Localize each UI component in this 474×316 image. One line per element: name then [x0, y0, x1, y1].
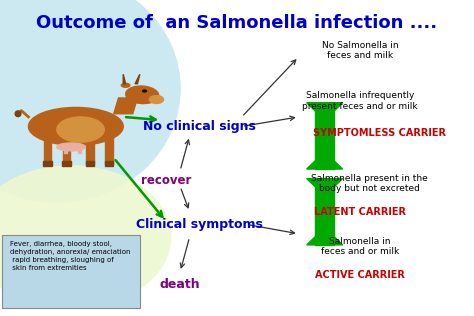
Text: death: death — [160, 278, 201, 291]
Polygon shape — [114, 98, 137, 114]
Text: Salmonella present in the
body but not excreted: Salmonella present in the body but not e… — [311, 173, 428, 193]
Ellipse shape — [143, 90, 146, 92]
Bar — [63, 136, 70, 164]
Polygon shape — [307, 152, 343, 169]
Text: Outcome of  an Salmonella infection ....: Outcome of an Salmonella infection .... — [36, 14, 438, 32]
Ellipse shape — [121, 83, 130, 87]
Bar — [62, 161, 71, 166]
FancyBboxPatch shape — [2, 235, 140, 308]
Bar — [315, 179, 334, 245]
Polygon shape — [307, 103, 343, 120]
Text: SYMPTOMLESS CARRIER: SYMPTOMLESS CARRIER — [313, 128, 446, 138]
Text: No Salmonella in
feces and milk: No Salmonella in feces and milk — [322, 41, 399, 60]
Text: recover: recover — [141, 173, 191, 187]
Bar — [43, 161, 52, 166]
Ellipse shape — [0, 166, 171, 308]
Text: Salmonella in
feces and or milk: Salmonella in feces and or milk — [321, 237, 400, 256]
Polygon shape — [307, 179, 343, 196]
Bar — [105, 136, 113, 164]
Bar — [78, 149, 81, 153]
Text: No clinical signs: No clinical signs — [143, 120, 255, 133]
Bar — [86, 136, 94, 164]
Text: Clinical symptoms: Clinical symptoms — [136, 218, 263, 231]
Ellipse shape — [15, 111, 21, 117]
Ellipse shape — [28, 107, 123, 145]
Polygon shape — [123, 74, 126, 84]
Ellipse shape — [126, 86, 159, 104]
Bar — [86, 161, 94, 166]
Polygon shape — [307, 228, 343, 245]
Ellipse shape — [149, 96, 164, 104]
Bar — [315, 103, 334, 169]
Bar — [105, 161, 113, 166]
Text: Fever, diarrhea, bloody stool,
dehydration, anorexia/ emaciation
 rapid breathin: Fever, diarrhea, bloody stool, dehydrati… — [10, 241, 131, 271]
Text: ACTIVE CARRIER: ACTIVE CARRIER — [315, 270, 405, 280]
Bar — [64, 149, 67, 153]
Polygon shape — [135, 74, 140, 84]
Ellipse shape — [57, 117, 104, 142]
Bar — [44, 136, 51, 164]
Text: LATENT CARRIER: LATENT CARRIER — [314, 207, 406, 217]
Ellipse shape — [57, 143, 85, 151]
Text: Salmonella infrequently
present feces and or milk: Salmonella infrequently present feces an… — [302, 91, 418, 111]
Ellipse shape — [0, 0, 180, 202]
